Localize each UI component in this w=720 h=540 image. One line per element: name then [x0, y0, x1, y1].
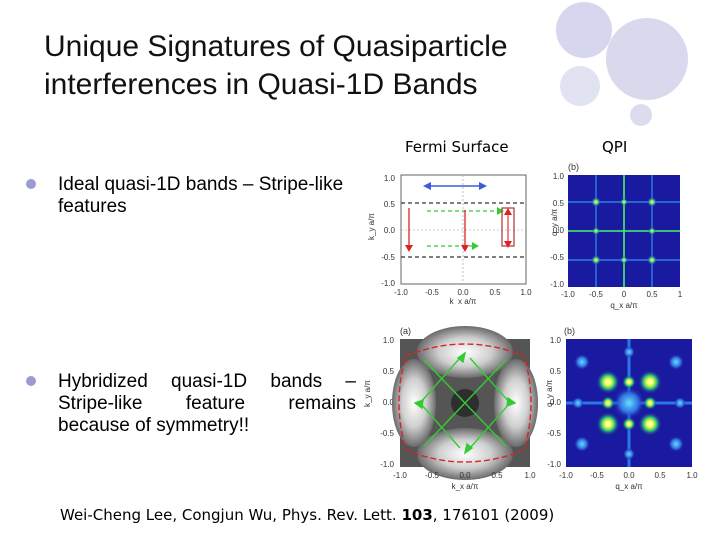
svg-text:0.0: 0.0: [550, 398, 562, 407]
svg-text:0.5: 0.5: [491, 471, 503, 480]
qpi-yticks: 1.0 0.5 0.0 -0.5 -1.0: [550, 172, 564, 289]
title-line-1: Unique Signatures of Quasiparticle: [44, 30, 508, 63]
qpi-hotspots: [591, 197, 657, 265]
svg-text:0.0: 0.0: [457, 288, 469, 297]
svg-text:0.0: 0.0: [384, 226, 396, 235]
fermi-ylabel: k_y a/π: [367, 213, 376, 240]
svg-text:-1.0: -1.0: [559, 471, 573, 480]
qpi-xlabel: q_x a/π: [610, 301, 638, 310]
fermi-arrow-green-top: [427, 207, 504, 215]
bullet-hybridized: Hybridized quasi-1D bands – Stripe-like …: [26, 371, 356, 437]
qpi-hyb-xticks: -1.0 -0.5 0.0 0.5 1.0: [559, 471, 698, 480]
svg-text:1.0: 1.0: [550, 336, 562, 345]
svg-text:0.5: 0.5: [383, 367, 395, 376]
svg-text:-1.0: -1.0: [550, 280, 564, 289]
qpi-hybridized-figure: (b) q_y a/π 1.0 0.5 0.0 -0.5 -1.0 -1.0 -…: [545, 326, 698, 491]
fermi-arrow-red-mid: [461, 210, 469, 252]
fermi-yticks: 1.0 0.5 0.0 -0.5 -1.0: [381, 174, 395, 288]
qpi-header: QPI: [602, 138, 628, 156]
qpi-center-cross: [568, 175, 680, 287]
fermi-arrow-red-left: [405, 208, 413, 252]
svg-text:0.0: 0.0: [623, 471, 635, 480]
svg-text:-1.0: -1.0: [393, 471, 407, 480]
svg-text:0.0: 0.0: [553, 226, 565, 235]
qpi-hyb-panel-label: (b): [564, 326, 575, 336]
svg-text:1.0: 1.0: [524, 471, 536, 480]
fermi-hyb-green-arrows: [413, 351, 517, 455]
bullet-dot: [26, 376, 36, 386]
title-line-2: interferences in Quasi-1D Bands: [44, 68, 478, 101]
bullet-dot: [26, 179, 36, 189]
svg-text:-0.5: -0.5: [425, 471, 439, 480]
svg-text:-0.5: -0.5: [380, 429, 394, 438]
fermi-hyb-xticks: -1.0 -0.5 0.0 0.5 1.0: [393, 471, 536, 480]
qpi-ideal-figure: (b) q_y a/π 1.0 0.5 0.0 -0.5 -1.0 -1.0 -…: [550, 162, 683, 310]
qpi-hyb-yticks: 1.0 0.5 0.0 -0.5 -1.0: [547, 336, 561, 469]
citation: Wei-Cheng Lee, Congjun Wu, Phys. Rev. Le…: [60, 506, 554, 524]
bullet-ideal: Ideal quasi-1D bands – Stripe-like featu…: [26, 174, 356, 218]
svg-text:-1.0: -1.0: [547, 460, 561, 469]
svg-text:-0.5: -0.5: [425, 288, 439, 297]
fermi-xlabel: k_x a/π: [450, 297, 477, 305]
svg-text:-0.5: -0.5: [590, 471, 604, 480]
qpi-hyb-hotspots: [572, 346, 686, 460]
fermi-arrow-red-right: [501, 207, 515, 248]
decor-circle-medium: [556, 2, 612, 58]
svg-text:0.5: 0.5: [646, 290, 658, 299]
fermi-hyb-xlabel: k_x a/π: [452, 482, 479, 491]
svg-text:-0.5: -0.5: [381, 253, 395, 262]
fermi-surface-ideal-figure: k_y a/π 1.0 0.5 0.0 -0.5 -1.0 -1.0 -0: [367, 174, 532, 305]
slide-title: Unique Signatures of Quasiparticle inter…: [44, 28, 604, 104]
svg-text:-0.5: -0.5: [547, 429, 561, 438]
qpi-ylabel: q_y a/π: [550, 208, 559, 236]
svg-text:1.0: 1.0: [520, 288, 532, 297]
qpi-panel-label: (b): [568, 162, 579, 172]
qpi-xticks: -1.0 -0.5 0 0.5 1: [561, 290, 683, 299]
svg-text:0: 0: [622, 290, 627, 299]
citation-volume: 103: [401, 506, 433, 524]
decor-circle-large: [606, 18, 688, 100]
svg-text:0.5: 0.5: [384, 200, 396, 209]
svg-text:1.0: 1.0: [553, 172, 565, 181]
svg-text:0.5: 0.5: [550, 367, 562, 376]
fermi-hyb-panel-label: (a): [400, 326, 411, 336]
decor-circle-small: [560, 66, 600, 106]
svg-text:-0.5: -0.5: [550, 253, 564, 262]
svg-text:1.0: 1.0: [686, 471, 698, 480]
qpi-hyb-ylabel: q_y a/π: [545, 379, 554, 407]
fermi-hyb-yticks: 1.0 0.5 0.0 -0.5 -1.0: [380, 336, 394, 469]
fermi-hyb-red-contour: [398, 343, 532, 463]
svg-text:0.5: 0.5: [553, 199, 565, 208]
svg-text:0.0: 0.0: [459, 471, 471, 480]
svg-text:-1.0: -1.0: [381, 279, 395, 288]
svg-text:0.0: 0.0: [383, 398, 395, 407]
svg-text:-1.0: -1.0: [380, 460, 394, 469]
bullet-text: Ideal quasi-1D bands – Stripe-like featu…: [58, 174, 344, 217]
svg-text:-1.0: -1.0: [561, 290, 575, 299]
fermi-arrow-blue: [423, 182, 487, 190]
decor-circle-tiny: [630, 104, 652, 126]
fermi-surface-hybridized-figure: (a) k_y a/π 1.0 0.5 0.0 -0.5 -1.0 -1.0 -…: [363, 326, 538, 491]
citation-authors: Wei-Cheng Lee, Congjun Wu, Phys. Rev. Le…: [60, 506, 402, 524]
bullet-text: Hybridized quasi-1D bands – Stripe-like …: [58, 371, 356, 436]
svg-text:0.5: 0.5: [654, 471, 666, 480]
fermi-plot-frame: [400, 174, 527, 285]
svg-text:0.5: 0.5: [489, 288, 501, 297]
fermi-arrow-green-bottom: [427, 242, 479, 250]
svg-text:1: 1: [678, 290, 683, 299]
svg-text:1.0: 1.0: [384, 174, 396, 183]
svg-text:-1.0: -1.0: [394, 288, 408, 297]
svg-text:1.0: 1.0: [383, 336, 395, 345]
svg-text:-0.5: -0.5: [589, 290, 603, 299]
citation-pages: , 176101 (2009): [432, 506, 555, 524]
fermi-hyb-ylabel: k_y a/π: [363, 380, 372, 407]
fermi-surface-header: Fermi Surface: [405, 138, 509, 156]
fermi-xticks: -1.0 -0.5 0.0 0.5 1.0: [394, 288, 532, 297]
qpi-hyb-xlabel: q_x a/π: [615, 482, 643, 491]
